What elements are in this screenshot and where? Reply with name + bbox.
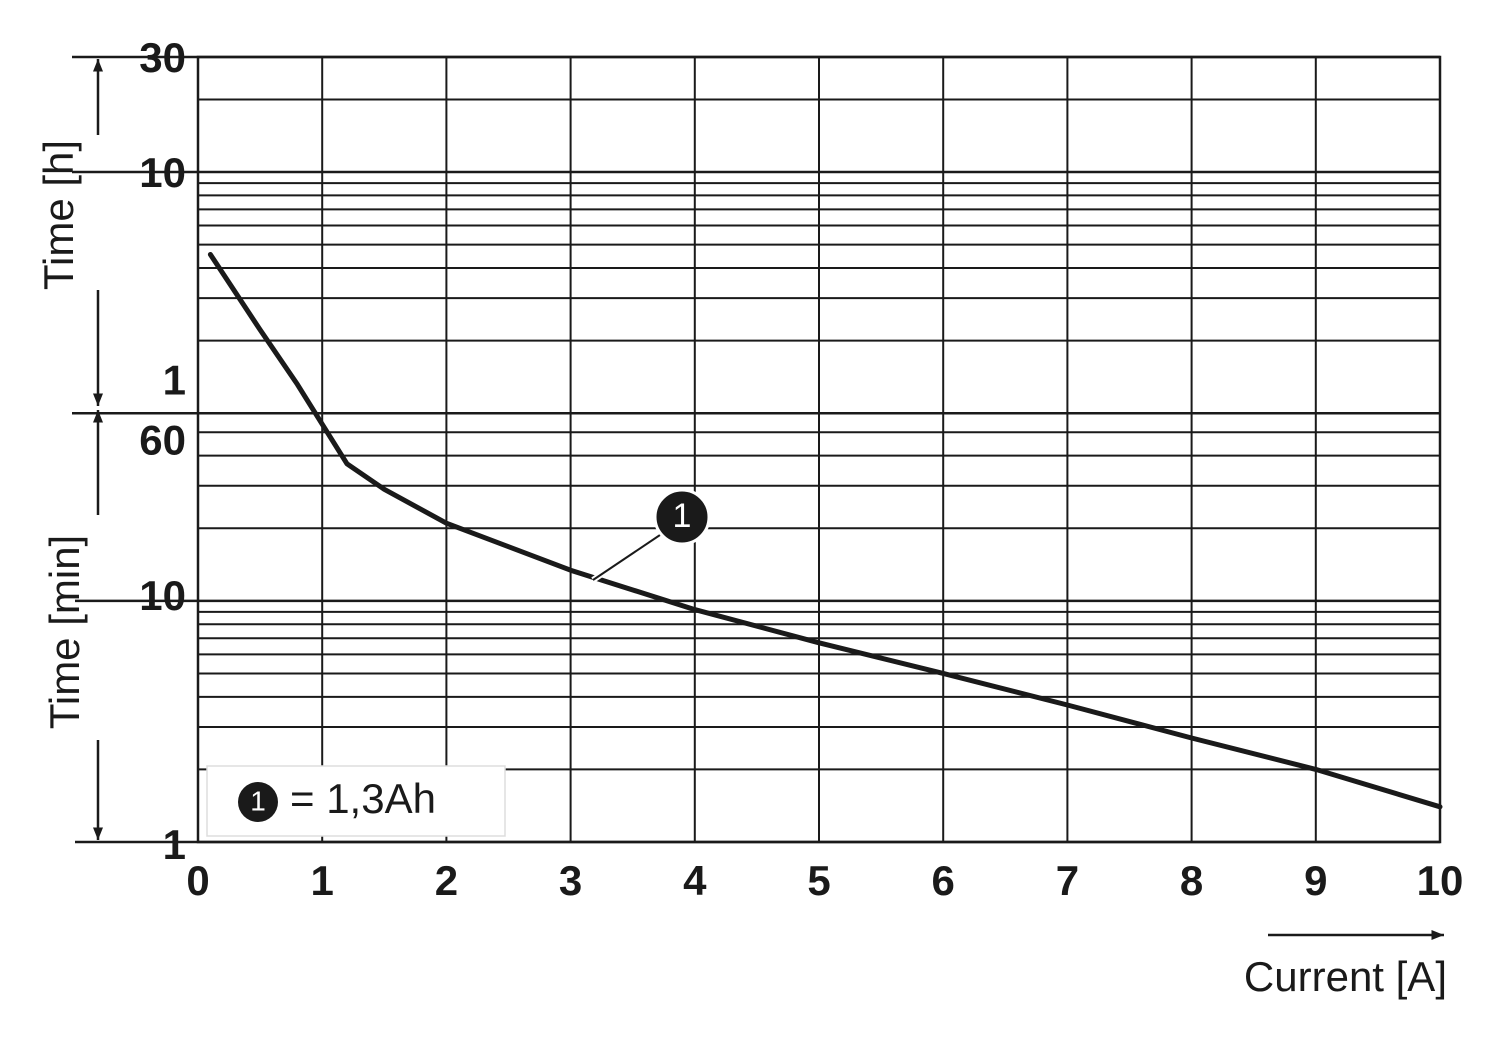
x-tick-label: 7 bbox=[1056, 857, 1079, 904]
annotation-marker bbox=[653, 488, 711, 546]
annotation-label: 1 bbox=[673, 497, 692, 535]
x-tick-label: 3 bbox=[559, 857, 582, 904]
legend-marker-label: 1 bbox=[250, 785, 266, 816]
data-line bbox=[207, 252, 1443, 810]
y-tick-label-hours: 30 bbox=[139, 34, 186, 81]
plot-area bbox=[207, 252, 1443, 810]
y-tick-label: 60 bbox=[139, 416, 186, 463]
legend-marker bbox=[238, 782, 278, 822]
x-tick-label: 1 bbox=[311, 857, 334, 904]
x-tick-label: 4 bbox=[683, 857, 707, 904]
x-tick-label: 10 bbox=[1417, 857, 1464, 904]
legend-label: = 1,3Ah bbox=[290, 775, 436, 822]
grid bbox=[72, 55, 1441, 844]
y-axis-label-hours: Time [h] bbox=[35, 140, 82, 290]
y-tick-label: 1 bbox=[163, 821, 186, 868]
x-tick-label: 2 bbox=[435, 857, 458, 904]
x-tick-label: 9 bbox=[1304, 857, 1327, 904]
y-tick-label-hours: 10 bbox=[139, 149, 186, 196]
x-tick-label: 8 bbox=[1180, 857, 1203, 904]
annotation-leader bbox=[592, 534, 661, 581]
y-tick-label-hours: 1 bbox=[163, 356, 186, 403]
axis-arrows bbox=[93, 59, 1444, 940]
x-tick-label: 0 bbox=[186, 857, 209, 904]
y-axis-label: Time [min] bbox=[41, 535, 88, 729]
y-tick-label: 10 bbox=[139, 572, 186, 619]
x-tick-label: 5 bbox=[807, 857, 830, 904]
plot-frame bbox=[196, 55, 1442, 844]
x-tick-label: 6 bbox=[932, 857, 955, 904]
x-axis-label: Current [A] bbox=[1244, 953, 1447, 1000]
